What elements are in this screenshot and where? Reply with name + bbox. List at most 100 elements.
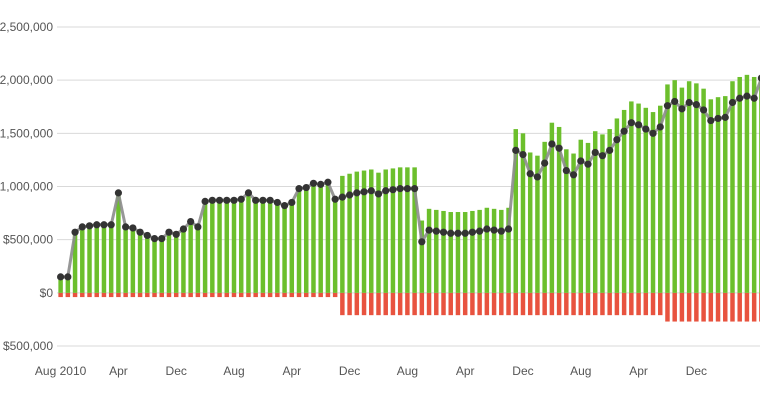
net-marker	[483, 225, 491, 233]
positive-bar	[376, 172, 381, 293]
negative-bar	[549, 292, 555, 316]
net-marker	[541, 159, 549, 167]
negative-bar	[296, 292, 302, 298]
negative-bar	[224, 292, 230, 298]
negative-bar	[130, 292, 136, 298]
net-marker	[179, 225, 188, 233]
negative-bar	[405, 292, 410, 316]
positive-bar	[679, 87, 685, 293]
net-marker	[584, 160, 592, 168]
positive-bar	[650, 112, 656, 293]
net-marker	[107, 221, 115, 229]
positive-bar	[195, 224, 201, 293]
positive-bar	[723, 96, 728, 293]
negative-bar	[513, 292, 518, 316]
negative-bar	[592, 292, 598, 316]
net-marker	[396, 185, 404, 193]
negative-bar	[267, 292, 273, 298]
positive-bar	[397, 167, 403, 293]
negative-bar	[101, 292, 107, 298]
net-marker	[699, 106, 708, 114]
net-marker	[172, 230, 180, 238]
negative-bar	[701, 292, 706, 322]
positive-bar	[311, 181, 316, 293]
y-tick-label: $500,000	[3, 339, 53, 353]
net-marker	[374, 190, 383, 198]
negative-bar	[730, 292, 735, 322]
net-marker	[454, 229, 462, 237]
net-marker	[237, 195, 245, 203]
net-marker	[620, 127, 628, 135]
positive-bar	[80, 225, 85, 293]
negative-bar	[470, 292, 475, 316]
positive-bar	[636, 103, 641, 293]
positive-bar	[173, 232, 179, 293]
positive-bar	[318, 182, 323, 293]
negative-bar	[116, 292, 121, 298]
negative-bar	[723, 292, 728, 322]
x-tick-label: Apr	[109, 364, 128, 378]
positive-bar	[304, 185, 309, 293]
positive-bar	[87, 225, 92, 293]
negative-bar	[441, 292, 446, 316]
net-marker	[85, 222, 94, 230]
net-marker	[57, 273, 65, 281]
negative-bar	[260, 292, 266, 298]
negative-bar	[412, 292, 417, 316]
positive-bar	[751, 76, 757, 293]
positive-bar	[137, 230, 143, 293]
net-marker	[288, 198, 296, 207]
negative-bar	[694, 292, 699, 322]
positive-bar	[101, 223, 107, 293]
negative-bar	[318, 292, 323, 298]
positive-bar	[260, 198, 266, 293]
net-marker	[353, 189, 361, 197]
negative-bar	[527, 292, 533, 316]
negative-bar	[238, 292, 244, 298]
positive-bar	[116, 191, 121, 293]
negative-bar	[231, 292, 237, 298]
positive-bar	[592, 131, 598, 293]
positive-bar	[499, 209, 504, 293]
negative-bar	[491, 292, 497, 316]
negative-bar	[708, 292, 714, 322]
net-marker	[223, 196, 231, 204]
net-marker	[432, 227, 440, 235]
positive-bar	[412, 167, 417, 293]
net-marker	[685, 98, 693, 107]
positive-bar	[224, 198, 230, 293]
negative-bar	[571, 292, 576, 316]
positive-bar	[470, 210, 475, 293]
x-tick-label: Dec	[339, 364, 360, 378]
x-tick-label: Apr	[282, 364, 301, 378]
net-marker	[663, 102, 672, 110]
net-marker	[757, 74, 760, 82]
net-marker	[367, 187, 375, 195]
x-tick-label: Apr	[456, 364, 475, 378]
positive-bar	[600, 134, 605, 293]
net-marker	[143, 231, 151, 240]
net-marker	[598, 152, 607, 160]
positive-bar	[578, 139, 584, 293]
positive-bar	[65, 276, 71, 293]
positive-bar	[238, 197, 244, 293]
net-marker	[280, 202, 289, 210]
net-marker	[418, 238, 426, 246]
net-marker	[461, 229, 469, 237]
net-marker	[129, 224, 137, 232]
positive-bar	[535, 155, 540, 293]
net-marker	[569, 171, 578, 179]
negative-bar	[484, 292, 490, 316]
negative-bar	[751, 292, 757, 322]
y-tick-label: 2,000,000	[0, 73, 53, 87]
net-marker	[692, 101, 700, 109]
net-marker	[187, 217, 195, 226]
negative-bar	[585, 292, 591, 316]
net-marker	[338, 193, 346, 201]
net-marker	[533, 173, 542, 181]
positive-bar	[564, 149, 569, 293]
negative-bar	[520, 292, 526, 316]
negative-bar	[434, 292, 439, 316]
net-marker	[208, 196, 216, 204]
net-marker	[302, 183, 310, 192]
